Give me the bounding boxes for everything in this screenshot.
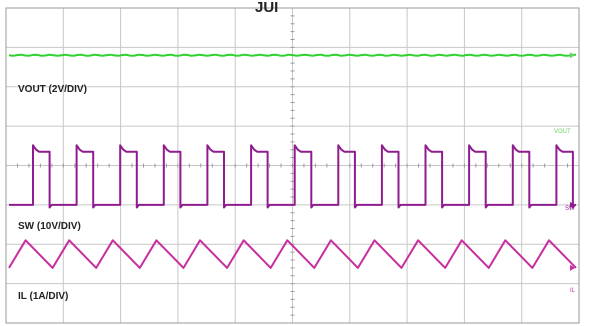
plot-frame xyxy=(5,7,580,324)
channel-arrow-vout xyxy=(570,52,575,59)
series-label-sw: SW (10V/DIV) xyxy=(18,221,81,232)
channel-marker-il: IL xyxy=(570,288,576,294)
channel-arrow-il xyxy=(570,264,575,271)
trace-vout xyxy=(8,53,577,57)
channel-marker-vout: VOUT xyxy=(554,129,571,135)
series-label-vout: VOUT (2V/DIV) xyxy=(18,84,87,95)
channel-arrow-sw xyxy=(570,201,575,208)
traces xyxy=(8,52,577,271)
trace-sw xyxy=(8,144,577,209)
header-fragment: JUI xyxy=(255,0,278,16)
channel-marker-sw: SW xyxy=(565,206,575,212)
series-label-il: IL (1A/DIV) xyxy=(18,291,68,302)
trace-il xyxy=(8,239,577,269)
